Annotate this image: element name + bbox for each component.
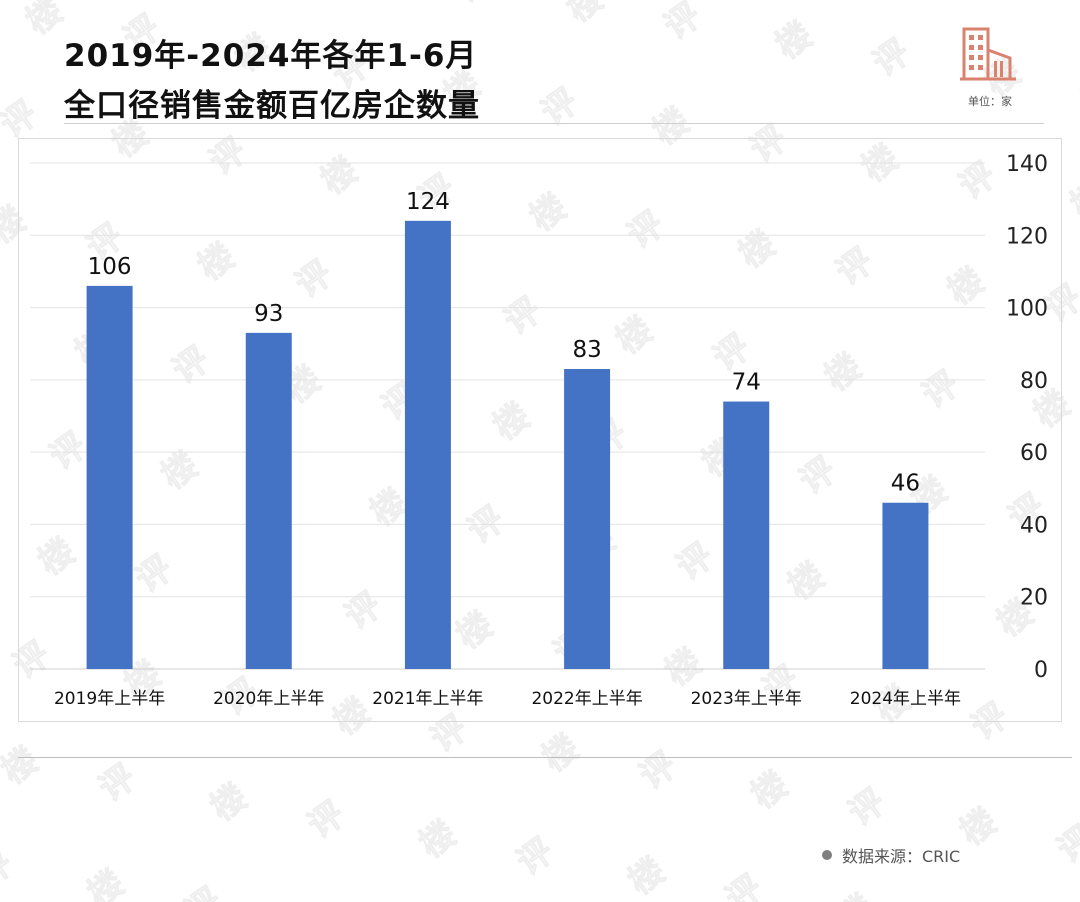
chart-title-line-2: 全口径销售金额百亿房企数量 xyxy=(64,88,480,124)
y-tick-label: 20 xyxy=(1020,586,1048,611)
footer-divider xyxy=(18,757,1072,758)
bullet-icon xyxy=(822,850,832,860)
y-tick-label: 0 xyxy=(1034,658,1048,683)
unit-label: 单位：家 xyxy=(968,95,1012,108)
data-source: 数据来源：CRIC xyxy=(822,843,960,867)
x-axis-ticks: 2019年上半年 2020年上半年 2021年上半年 2022年上半年 2023年上半年… xyxy=(54,689,961,709)
x-tick-label: 2021年上半年 xyxy=(372,689,483,709)
y-tick-label: 60 xyxy=(1020,441,1048,466)
data-labels: 106 93 124 83 74 46 xyxy=(88,189,920,497)
y-axis-ticks: 0 20 40 60 80 100 120 140 xyxy=(1006,152,1048,683)
chart-title-line-1: 2019年-2024年各年1-6月 xyxy=(64,38,478,74)
y-tick-label: 140 xyxy=(1006,152,1048,177)
y-tick-label: 40 xyxy=(1020,513,1048,538)
x-tick-label: 2019年上半年 xyxy=(54,689,165,709)
bar xyxy=(723,401,770,669)
data-label: 106 xyxy=(88,254,132,280)
x-tick-label: 2020年上半年 xyxy=(213,689,324,709)
data-label: 124 xyxy=(406,189,450,215)
x-tick-label: 2022年上半年 xyxy=(531,689,642,709)
bar xyxy=(86,285,133,669)
x-tick-label: 2023年上半年 xyxy=(691,689,802,709)
chart-frame xyxy=(18,138,1062,722)
bar xyxy=(564,369,611,669)
y-tick-label: 100 xyxy=(1006,297,1048,322)
bar xyxy=(245,332,292,669)
building-icon xyxy=(960,27,1016,81)
y-tick-label: 120 xyxy=(1006,224,1048,249)
data-source-text: 数据来源：CRIC xyxy=(842,847,961,866)
data-label: 46 xyxy=(891,471,920,497)
data-label: 74 xyxy=(732,370,761,396)
data-label: 83 xyxy=(572,337,601,363)
bar xyxy=(404,220,451,670)
gridlines xyxy=(30,162,985,670)
bars xyxy=(86,220,929,670)
x-tick-label: 2024年上半年 xyxy=(850,689,961,709)
y-tick-label: 80 xyxy=(1020,369,1048,394)
data-label: 93 xyxy=(254,301,283,327)
header-divider xyxy=(64,123,1044,124)
bar xyxy=(882,502,929,669)
